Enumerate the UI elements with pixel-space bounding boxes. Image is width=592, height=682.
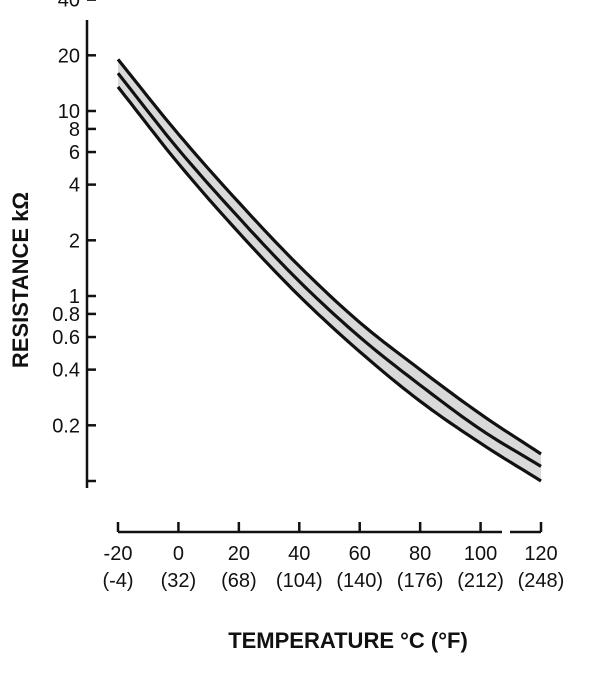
y-tick-label: 0.8 <box>52 304 80 326</box>
x-tick-label: -20 <box>104 543 133 565</box>
x-tick-label: 20 <box>228 543 250 565</box>
x-tick-label: 100 <box>464 543 497 565</box>
y-tick-label: 0.4 <box>52 360 80 382</box>
x-tick-sublabel: (212) <box>457 570 504 592</box>
x-tick-sublabel: (-4) <box>102 570 133 592</box>
x-tick-sublabel: (176) <box>397 570 444 592</box>
tolerance-band <box>118 59 541 482</box>
y-tick-label: 2 <box>69 230 80 252</box>
y-tick-label: 1 <box>69 286 80 308</box>
y-axis-title: RESISTANCE kΩ <box>8 192 33 368</box>
y-tick-label: 40 <box>58 0 80 12</box>
y-tick-label: 0.2 <box>52 415 80 437</box>
x-tick-sublabel: (140) <box>336 570 383 592</box>
y-tick-label: 4 <box>69 175 80 197</box>
x-tick-sublabel: (248) <box>518 570 565 592</box>
series-line-1 <box>116 58 542 456</box>
x-tick-label: 0 <box>173 543 184 565</box>
x-ticks: -20 (-4) 0 (32) 20 (68) 40 (104) 60 (140) 80 (176) 1… <box>102 522 564 592</box>
x-tick-sublabel: (68) <box>221 570 257 592</box>
series-line-3 <box>116 85 542 483</box>
x-tick-sublabel: (104) <box>276 570 323 592</box>
x-axis: -20 (-4) 0 (32) 20 (68) 40 (104) 60 (140) 80 (176) 1… <box>102 522 564 592</box>
y-tick-label: 20 <box>58 45 80 67</box>
y-tick-label: 8 <box>69 119 80 141</box>
x-tick-label: 40 <box>288 543 310 565</box>
series-lines <box>116 58 542 483</box>
y-tick-label: 6 <box>69 142 80 164</box>
x-tick-label: 120 <box>524 543 557 565</box>
x-tick-sublabel: (32) <box>161 570 197 592</box>
y-tick-label: 0.6 <box>52 327 80 349</box>
x-tick-label: 80 <box>409 543 431 565</box>
x-axis-title: TEMPERATURE °C (°F) <box>228 628 468 653</box>
x-tick-label: 60 <box>349 543 371 565</box>
series-line-2 <box>116 72 542 468</box>
y-tick-label: 10 <box>58 101 80 123</box>
